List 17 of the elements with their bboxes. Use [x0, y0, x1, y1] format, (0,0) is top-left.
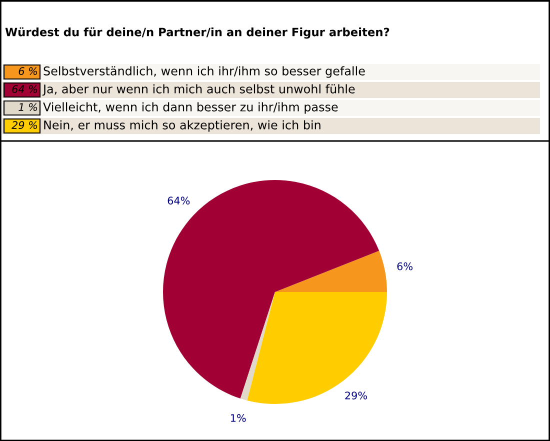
legend-label: Selbstverständlich, wenn ich ihr/ihm so besser gefalle: [44, 66, 365, 78]
pie-slice: [247, 292, 387, 404]
pie-slice: [240, 292, 275, 400]
data-label: 64%: [168, 196, 190, 205]
legend-label: Ja, aber nur wenn ich mich auch selbst unwohl fühle: [42, 84, 355, 96]
text: 64 %: [12, 85, 38, 94]
pie-slice: [163, 180, 380, 399]
data-label: 6%: [397, 262, 413, 270]
text: 29 %: [12, 121, 38, 130]
text: 1 %: [18, 103, 38, 112]
data-label: 1%: [231, 414, 246, 422]
data-label: 29%: [345, 392, 368, 400]
text: 6 %: [18, 67, 38, 76]
legend-label: Nein, er muss mich so akzeptieren, wie ich bin: [44, 120, 320, 132]
pie-slice: [275, 250, 387, 292]
chart-title: Würdest du für deine/n Partner/in an deiner Figur arbeiten?: [5, 27, 390, 39]
legend-label: Vielleicht, wenn ich dann besser zu ihr/ihm passe: [43, 102, 338, 114]
